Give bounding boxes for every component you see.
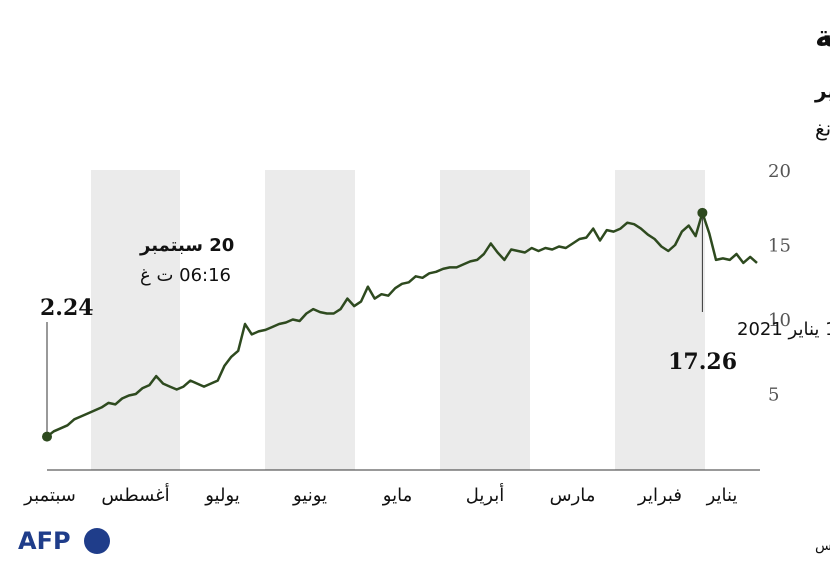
- x-tick-label: يوليو: [204, 485, 240, 506]
- x-tick-label: مارس: [550, 485, 596, 506]
- month-band: [91, 170, 180, 470]
- x-tick-label: يونيو: [292, 485, 327, 506]
- x-tick-label: أغسطس: [101, 483, 169, 506]
- y-tick-label: 20: [768, 161, 791, 182]
- month-band: [265, 170, 355, 470]
- data-label: 17.26: [668, 349, 737, 375]
- afp-logo: AFP: [18, 527, 110, 555]
- source: المصدر: ياهو فاينانس: [815, 538, 830, 554]
- annotation-date: 20 سبتمبر: [139, 235, 234, 256]
- chart-subtitle: تراجعت أسهم مجموعة العقارات العملاقة بنح…: [814, 77, 830, 103]
- month-bands: [91, 170, 705, 470]
- logo-circle: [84, 528, 110, 554]
- x-tick-label: أبريل: [466, 483, 505, 506]
- price-line: [46, 211, 758, 438]
- annotation-time: 06:16 ت غ: [140, 265, 231, 286]
- y-tick-label: 5: [768, 385, 779, 406]
- month-band: [440, 170, 530, 470]
- y-tick-label: 10: [768, 310, 791, 331]
- x-tick-label: سبتمبر: [23, 485, 76, 506]
- last-marker: [42, 431, 52, 442]
- unit-note: الأسعار بدولار هونغ كونغ: [815, 117, 830, 141]
- logo-text: AFP: [18, 527, 71, 555]
- month-band: [615, 170, 705, 470]
- data-label: 2.24: [40, 295, 94, 321]
- chart-title: مجموعة «إيفرغراند» الصينية: [815, 20, 830, 55]
- x-tick-label: يناير: [706, 485, 738, 506]
- y-tick-label: 15: [768, 236, 791, 257]
- x-tick-label: مايو: [382, 485, 412, 506]
- peak-marker: [697, 207, 708, 218]
- annotation-date: 19 يناير 2021: [737, 319, 830, 340]
- x-tick-label: فبراير: [637, 485, 682, 506]
